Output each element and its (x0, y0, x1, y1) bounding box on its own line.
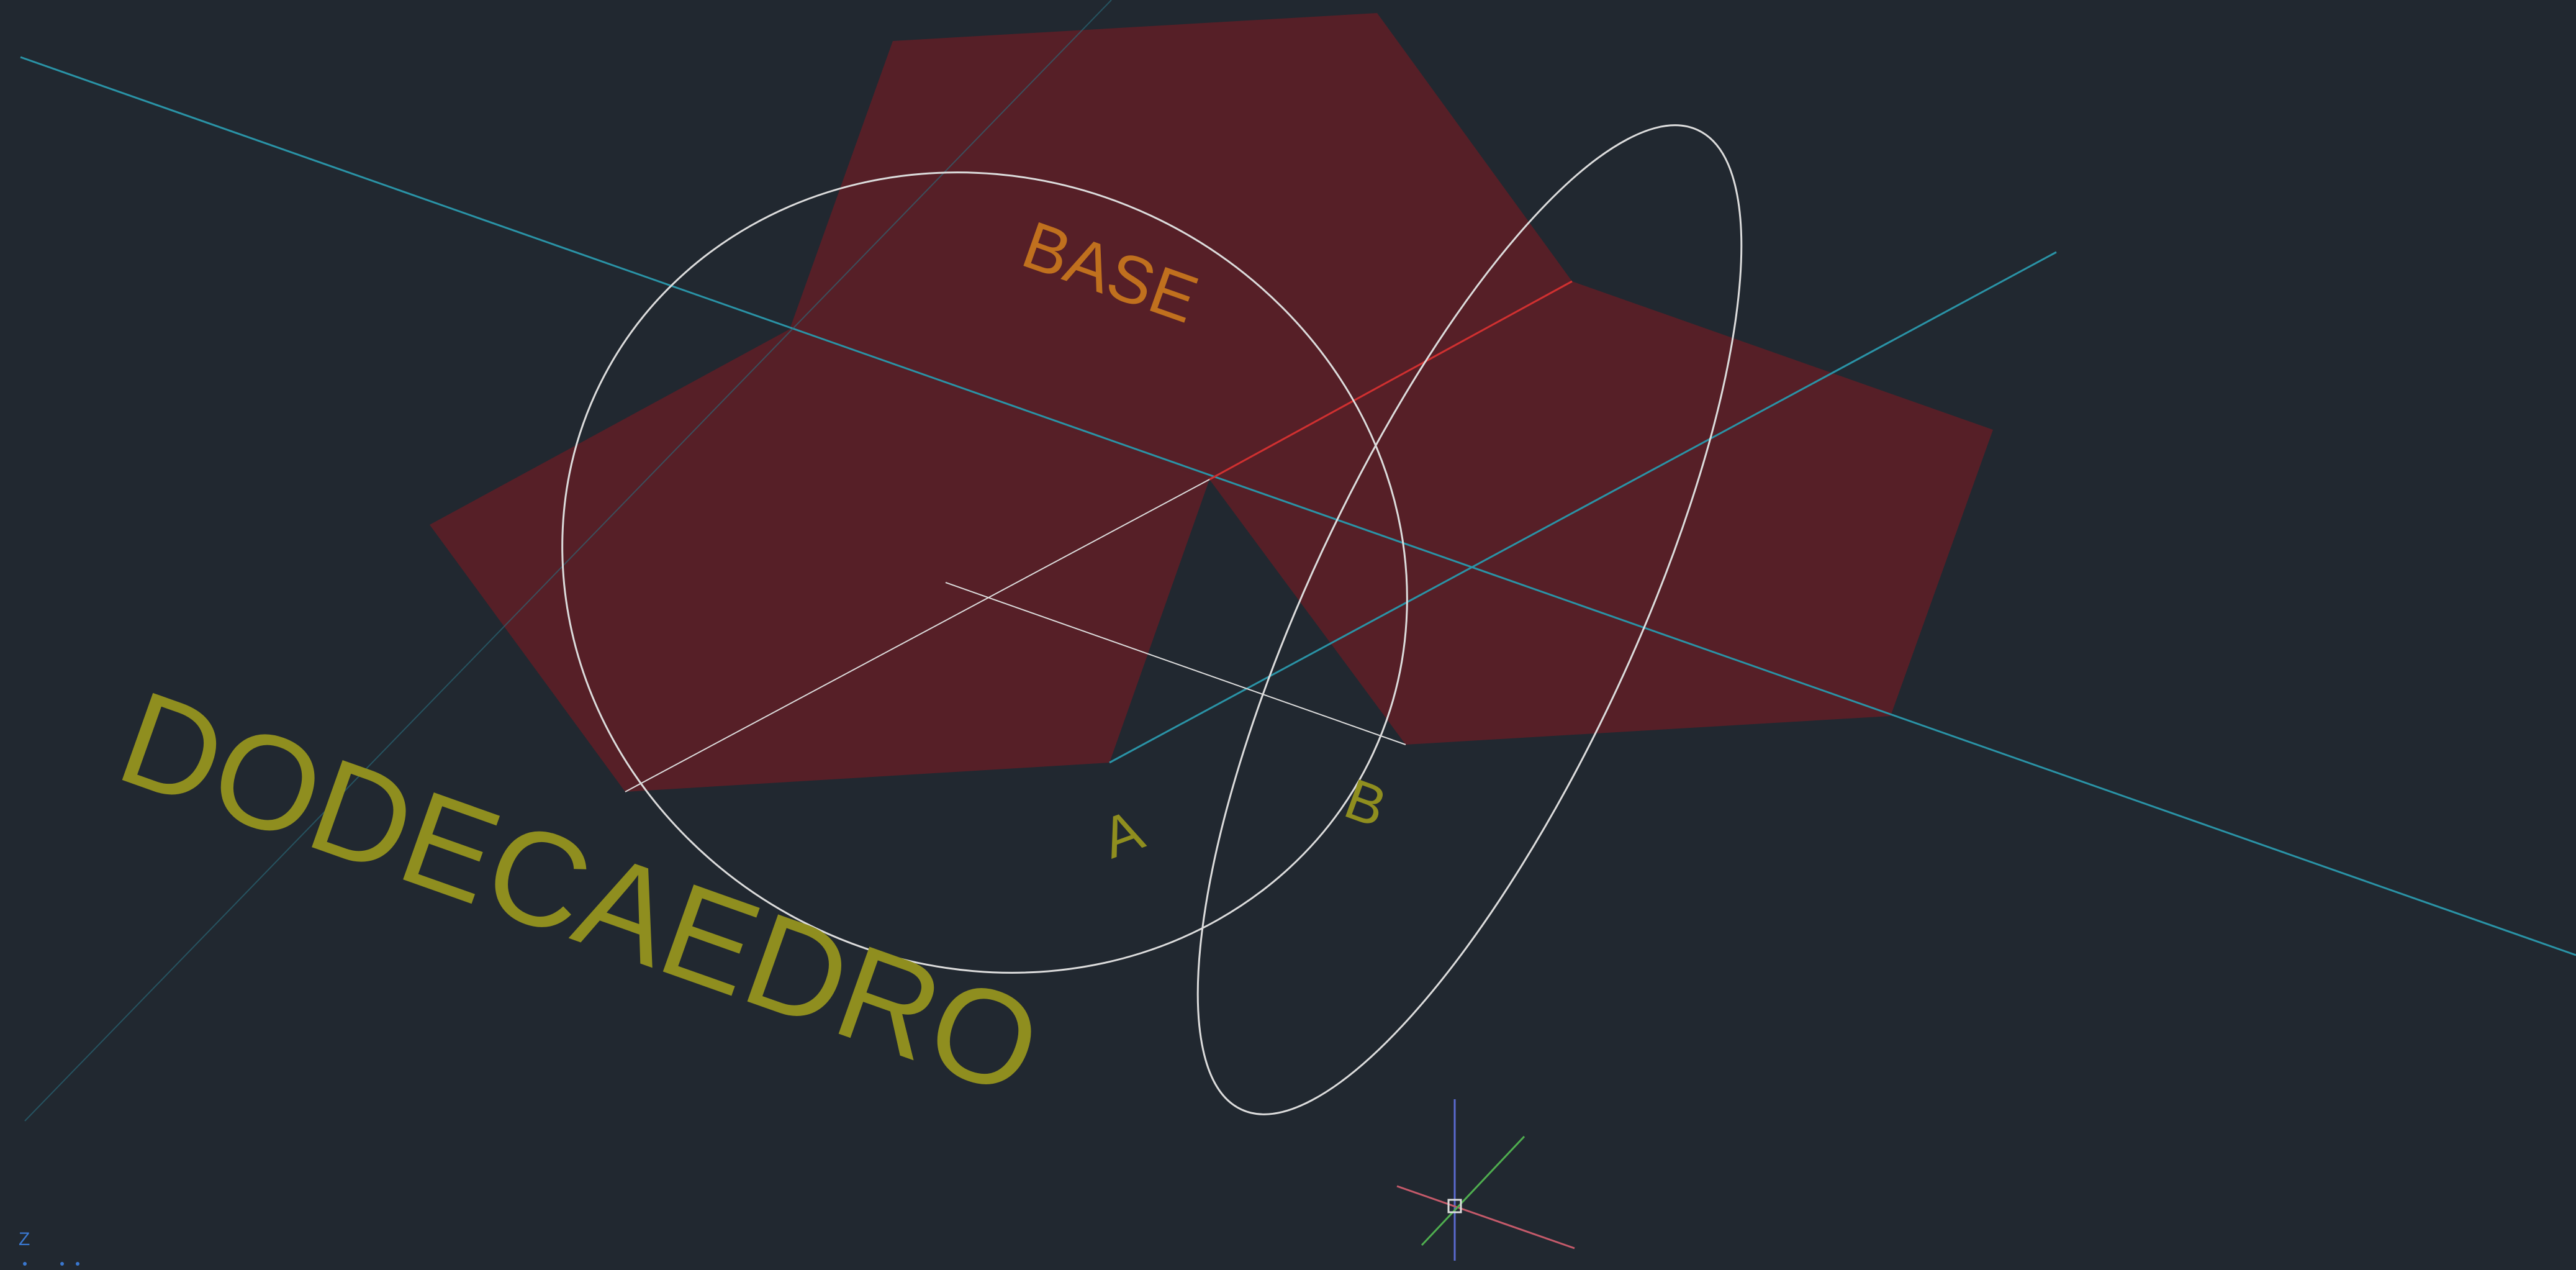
axis-indicator-dot-2 (60, 1262, 64, 1266)
construction-circles[interactable] (430, 35, 1845, 1178)
ucs-x-axis (1396, 1185, 1575, 1250)
axis-indicator-z: Z (19, 1229, 30, 1250)
ucs-y-axis (1421, 1135, 1525, 1246)
circle-left[interactable] (430, 35, 1540, 1110)
ucs-icon[interactable] (1396, 1099, 1575, 1261)
cyan-faint-line[interactable] (24, 0, 1112, 1122)
point-b-label[interactable]: B (1337, 767, 1394, 840)
white-line-a[interactable] (625, 479, 1210, 792)
white-line-b[interactable] (945, 582, 1406, 745)
ucs-origin-box (1447, 1199, 1462, 1213)
axis-indicator: Z (19, 1229, 79, 1266)
cyan-diagonal-line[interactable] (20, 56, 2576, 956)
pentagon-faces[interactable] (430, 13, 1993, 792)
axis-indicator-dot-3 (76, 1262, 79, 1266)
point-a-label[interactable]: A (1094, 798, 1152, 871)
axis-indicator-dot-1 (23, 1262, 27, 1266)
construction-lines[interactable] (20, 0, 2576, 1122)
cyan-axis-line-upper[interactable] (1109, 251, 2057, 764)
circle-right[interactable] (1094, 61, 1845, 1178)
hinge-line-red[interactable] (1209, 280, 1573, 481)
pentagon-face-left[interactable] (430, 329, 1209, 792)
